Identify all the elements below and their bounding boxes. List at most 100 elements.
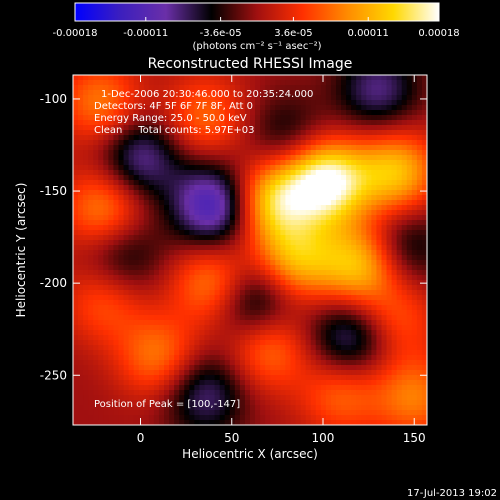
heatmap-cell — [93, 315, 99, 321]
heatmap-cell — [244, 125, 251, 131]
heatmap-cell — [164, 325, 170, 331]
heatmap-cell — [153, 375, 160, 381]
heatmap-cell — [93, 305, 99, 311]
heatmap-cell — [255, 205, 261, 211]
heatmap-cell — [280, 325, 286, 331]
heatmap-cell — [113, 320, 120, 326]
heatmap-cell — [280, 330, 286, 336]
heatmap-cell — [325, 350, 332, 356]
heatmap-cell — [411, 195, 418, 201]
heatmap-cell — [128, 325, 135, 331]
heatmap-cell — [158, 270, 165, 276]
heatmap-cell — [239, 365, 246, 371]
heatmap-cell — [346, 125, 352, 131]
heatmap-cell — [295, 120, 302, 126]
heatmap-cell — [406, 105, 413, 111]
heatmap-cell — [118, 150, 125, 156]
heatmap-cell — [199, 320, 206, 326]
heatmap-cell — [224, 125, 231, 131]
heatmap-cell — [421, 95, 427, 101]
heatmap-cell — [421, 270, 427, 276]
heatmap-cell — [98, 220, 104, 226]
heatmap-cell — [391, 75, 398, 81]
heatmap-cell — [275, 275, 281, 281]
heatmap-cell — [234, 140, 241, 146]
heatmap-cell — [386, 415, 393, 421]
heatmap-cell — [280, 135, 286, 141]
heatmap-cell — [325, 130, 332, 136]
heatmap-cell — [396, 135, 403, 141]
heatmap-cell — [224, 280, 231, 286]
heatmap-cell — [179, 325, 185, 331]
heatmap-cell — [234, 95, 241, 101]
heatmap-cell — [406, 275, 413, 281]
heatmap-cell — [73, 90, 79, 96]
heatmap-cell — [169, 320, 175, 326]
heatmap-cell — [214, 160, 221, 166]
heatmap-cell — [113, 415, 120, 421]
heatmap-cell — [83, 95, 89, 101]
heatmap-cell — [158, 150, 165, 156]
heatmap-cell — [234, 385, 241, 391]
heatmap-cell — [219, 345, 226, 351]
heatmap-cell — [143, 390, 150, 396]
heatmap-cell — [229, 390, 236, 396]
heatmap-cell — [300, 235, 307, 241]
heatmap-cell — [103, 420, 109, 425]
heatmap-cell — [133, 350, 140, 356]
heatmap-cell — [179, 335, 185, 341]
heatmap-cell — [300, 170, 307, 176]
heatmap-cell — [108, 245, 115, 251]
heatmap-cell — [209, 325, 216, 331]
heatmap-cell — [224, 285, 231, 291]
heatmap-cell — [224, 390, 231, 396]
heatmap-cell — [229, 85, 236, 91]
heatmap-cell — [406, 205, 413, 211]
heatmap-cell — [260, 400, 266, 406]
heatmap-cell — [169, 225, 175, 231]
heatmap-cell — [83, 195, 89, 201]
heatmap-cell — [148, 160, 155, 166]
heatmap-cell — [406, 215, 413, 221]
heatmap-cell — [199, 275, 206, 281]
heatmap-cell — [280, 150, 286, 156]
heatmap-cell — [244, 90, 251, 96]
heatmap-cell — [275, 420, 281, 425]
heatmap-cell — [396, 265, 403, 271]
heatmap-cell — [295, 325, 302, 331]
heatmap-cell — [351, 155, 357, 161]
heatmap-cell — [421, 240, 427, 246]
heatmap-cell — [239, 155, 246, 161]
heatmap-cell — [219, 210, 226, 216]
heatmap-cell — [194, 335, 201, 341]
heatmap-cell — [341, 190, 347, 196]
heatmap-cell — [361, 120, 367, 126]
heatmap-cell — [270, 80, 276, 86]
heatmap-cell — [356, 330, 362, 336]
heatmap-cell — [219, 190, 226, 196]
heatmap-cell — [250, 270, 256, 276]
heatmap-cell — [275, 355, 281, 361]
heatmap-cell — [78, 255, 84, 261]
heatmap-cell — [260, 125, 266, 131]
heatmap-cell — [174, 195, 180, 201]
heatmap-cell — [401, 225, 408, 231]
heatmap-cell — [315, 310, 322, 316]
heatmap-cell — [351, 285, 357, 291]
heatmap-cell — [285, 355, 292, 361]
heatmap-cell — [224, 160, 231, 166]
heatmap-cell — [295, 295, 302, 301]
heatmap-cell — [103, 210, 109, 216]
heatmap-cell — [133, 140, 140, 146]
heatmap-cell — [421, 140, 427, 146]
heatmap-cell — [108, 135, 115, 141]
heatmap-cell — [224, 265, 231, 271]
heatmap-cell — [310, 170, 317, 176]
heatmap-cell — [239, 185, 246, 191]
heatmap-cell — [194, 260, 201, 266]
heatmap-cell — [174, 305, 180, 311]
heatmap-cell — [189, 170, 195, 176]
heatmap-cell — [88, 150, 94, 156]
heatmap-cell — [128, 250, 135, 256]
heatmap-cell — [300, 365, 307, 371]
